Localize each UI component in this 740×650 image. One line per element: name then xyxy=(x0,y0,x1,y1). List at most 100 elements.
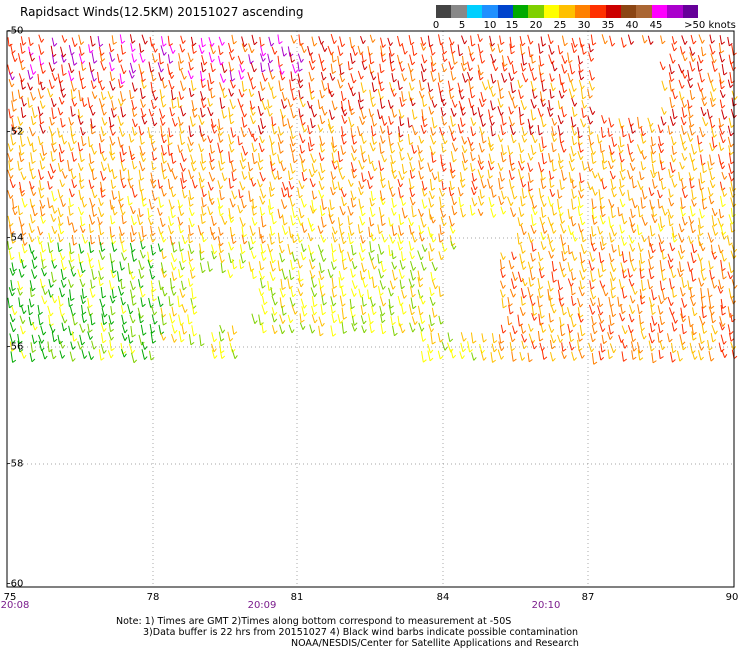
wind-barb xyxy=(688,235,692,244)
wind-barb-flag xyxy=(33,340,38,345)
wind-barb-flag xyxy=(93,213,98,217)
wind-barb-flag xyxy=(152,238,156,243)
wind-barb-flag xyxy=(72,312,76,317)
wind-barb-flag xyxy=(591,77,595,81)
wind-barb-flag xyxy=(495,67,499,72)
wind-barb-flag xyxy=(633,347,637,352)
wind-barb xyxy=(417,152,422,162)
wind-barb-flag xyxy=(330,206,335,211)
wind-barb xyxy=(577,150,582,160)
wind-barb xyxy=(539,342,543,351)
wind-barb xyxy=(300,198,305,208)
wind-barb-flag xyxy=(613,349,617,354)
wind-barb xyxy=(108,322,111,332)
wind-barb-flag xyxy=(421,320,426,324)
wind-barb xyxy=(57,295,61,307)
wind-barb xyxy=(279,324,283,334)
wind-barb xyxy=(488,153,492,165)
wind-barb xyxy=(527,232,532,243)
wind-barb-flag xyxy=(44,355,48,360)
wind-barb xyxy=(440,161,445,172)
wind-barb xyxy=(531,198,535,209)
wind-barb-flag xyxy=(394,332,398,337)
wind-barb xyxy=(510,278,515,289)
wind-barb xyxy=(727,235,730,246)
wind-barb-flag xyxy=(453,245,457,250)
wind-barb xyxy=(221,63,225,73)
wind-barb xyxy=(70,89,73,100)
wind-barb-flag xyxy=(712,319,717,324)
wind-barb xyxy=(219,152,223,165)
wind-barb xyxy=(88,163,93,172)
wind-barb-flag xyxy=(269,211,274,215)
wind-barb xyxy=(578,223,582,233)
wind-barb xyxy=(537,330,541,342)
wind-barb-flag xyxy=(281,249,285,254)
wind-barb xyxy=(667,260,671,269)
wind-barb xyxy=(40,325,44,336)
wind-barb xyxy=(479,116,484,127)
wind-barb xyxy=(261,215,264,228)
wind-barb-flag xyxy=(411,311,415,316)
wind-barb xyxy=(440,107,444,117)
wind-barb xyxy=(109,234,114,245)
wind-barb-flag xyxy=(682,315,686,319)
wind-barb-flag xyxy=(710,79,714,84)
wind-barb-flag xyxy=(429,168,434,173)
wind-barb xyxy=(240,253,244,264)
wind-barb-flag xyxy=(299,79,304,83)
wind-barb-flag xyxy=(221,259,225,264)
wind-barb xyxy=(711,215,715,227)
wind-barb-flag xyxy=(163,51,167,56)
note-line-3: NOAA/NESDIS/Center for Satellite Applica… xyxy=(291,638,579,649)
wind-barb xyxy=(129,242,133,253)
wind-barb xyxy=(60,198,64,207)
wind-barb xyxy=(221,89,225,99)
wind-barb xyxy=(309,88,313,100)
wind-barb xyxy=(640,133,644,144)
wind-barb xyxy=(109,295,114,304)
wind-barb xyxy=(300,298,305,309)
wind-barb-flag xyxy=(681,238,685,243)
wind-barb xyxy=(570,216,574,227)
wind-barb-flag xyxy=(441,163,446,167)
wind-barb xyxy=(408,178,412,190)
wind-barb-flag xyxy=(31,160,36,164)
wind-barb xyxy=(38,187,42,199)
wind-barb xyxy=(199,243,202,254)
wind-barb xyxy=(327,82,330,94)
wind-barb xyxy=(578,349,583,359)
wind-barb-flag xyxy=(533,87,537,92)
wind-barb xyxy=(87,298,90,308)
wind-barb-flag xyxy=(430,110,435,115)
wind-barb xyxy=(350,268,354,278)
colorbar-label-5: 5 xyxy=(458,20,466,31)
wind-barb xyxy=(261,99,266,110)
wind-barb-flag xyxy=(464,159,468,164)
wind-barb-flag xyxy=(140,320,144,324)
wind-barb-flag xyxy=(369,276,374,280)
wind-barb xyxy=(201,54,205,66)
wind-barb-flag xyxy=(41,213,46,217)
wind-barb xyxy=(681,152,686,161)
wind-barb xyxy=(331,288,335,298)
wind-barb xyxy=(389,188,394,197)
wind-barb xyxy=(691,189,694,200)
wind-barb xyxy=(247,72,251,81)
wind-barb-flag xyxy=(611,258,615,263)
wind-barb xyxy=(351,280,356,289)
wind-barb-flag xyxy=(590,141,595,146)
wind-barb xyxy=(318,270,322,280)
footnotes: Note: 1) Times are GMT 2)Times along bot… xyxy=(116,616,579,649)
wind-barb-flag xyxy=(602,328,606,332)
wind-barb xyxy=(99,52,103,62)
wind-barb-flag xyxy=(184,194,188,199)
wind-barb-flag xyxy=(352,252,357,256)
wind-barb xyxy=(269,181,273,191)
wind-barb-flag xyxy=(61,293,65,298)
wind-barb-flag xyxy=(303,304,307,309)
wind-barb-flag xyxy=(512,89,517,94)
wind-barb-flag xyxy=(489,115,494,119)
wind-barb-flag xyxy=(302,122,306,126)
wind-barb xyxy=(11,117,15,130)
